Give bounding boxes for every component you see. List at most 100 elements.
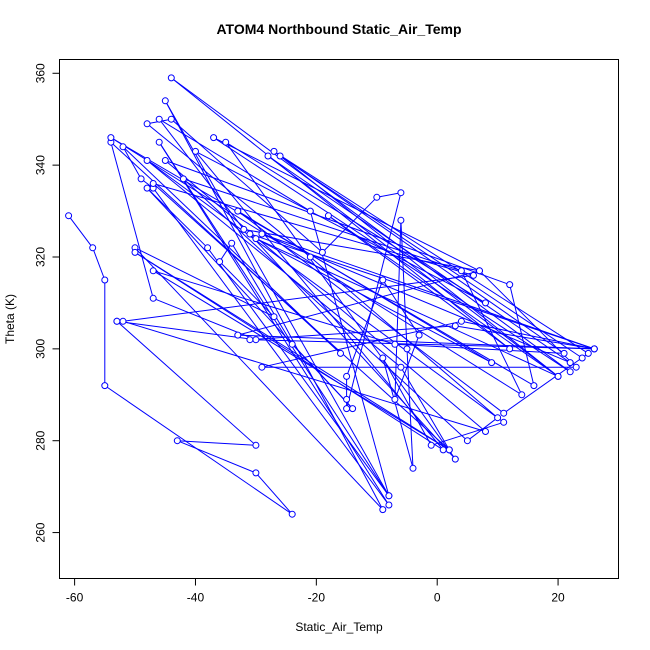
- data-point: [306, 207, 314, 215]
- data-point: [427, 441, 435, 449]
- series-segment: [164, 100, 384, 510]
- series-segment: [153, 183, 474, 276]
- data-point: [306, 253, 314, 261]
- series-segment: [134, 247, 275, 318]
- data-point: [409, 464, 417, 472]
- series-segment: [134, 251, 450, 451]
- series-segment: [170, 118, 323, 253]
- data-point: [439, 446, 447, 454]
- data-point: [149, 294, 157, 302]
- series-segment: [122, 320, 486, 432]
- data-point: [173, 437, 181, 445]
- data-point: [566, 359, 574, 367]
- series-segment: [110, 137, 535, 387]
- data-point: [488, 359, 496, 367]
- series-segment: [146, 187, 353, 409]
- series-segment: [146, 160, 504, 423]
- series-segment: [376, 192, 401, 198]
- data-point: [204, 244, 212, 252]
- data-point: [494, 414, 502, 422]
- data-point: [210, 134, 218, 142]
- data-point: [343, 405, 351, 413]
- data-point: [143, 184, 151, 192]
- data-point: [119, 143, 127, 151]
- data-point: [457, 317, 465, 325]
- data-point: [415, 331, 423, 339]
- series-segment: [328, 215, 559, 377]
- data-point: [349, 405, 357, 413]
- data-point: [155, 115, 163, 123]
- data-point: [463, 437, 471, 445]
- series-segment: [249, 325, 456, 341]
- y-tick-label: 300: [34, 339, 48, 359]
- data-point: [131, 248, 139, 256]
- data-point: [276, 152, 284, 160]
- series-segment: [267, 155, 571, 364]
- y-tick-label: 260: [34, 522, 48, 542]
- series-segment: [183, 178, 462, 272]
- series-segment: [68, 215, 94, 249]
- data-point: [318, 248, 326, 256]
- data-point: [457, 267, 465, 275]
- series-segment: [152, 183, 450, 451]
- data-point: [149, 180, 157, 187]
- data-point: [143, 120, 151, 128]
- data-point: [391, 340, 399, 348]
- series-segment: [177, 440, 256, 446]
- y-tick-label: 340: [34, 155, 48, 175]
- series-segment: [171, 77, 571, 373]
- data-point: [65, 212, 73, 220]
- data-point: [343, 372, 351, 380]
- series-segment: [195, 150, 486, 304]
- series-segment: [134, 247, 384, 510]
- series-segment: [231, 242, 293, 345]
- x-tick-label: -20: [308, 591, 326, 605]
- series-segment: [164, 100, 390, 497]
- series-segment: [461, 320, 595, 350]
- data-point: [252, 336, 260, 344]
- x-tick-label: -40: [187, 591, 205, 605]
- data-point: [161, 97, 169, 105]
- series-segment: [279, 155, 583, 359]
- data-point: [518, 391, 526, 399]
- data-point: [167, 74, 175, 82]
- x-axis-label: Static_Air_Temp: [295, 620, 383, 634]
- data-point: [572, 363, 580, 371]
- y-tick-label: 280: [34, 430, 48, 450]
- series-segment: [509, 284, 535, 386]
- data-point: [451, 322, 459, 330]
- data-point: [379, 506, 387, 514]
- data-point: [584, 349, 592, 357]
- data-point: [161, 157, 169, 164]
- data-point: [288, 510, 296, 518]
- series-segment: [346, 192, 402, 409]
- series-segment: [213, 137, 480, 272]
- data-point: [246, 230, 254, 238]
- series-segment: [219, 261, 275, 318]
- data-point: [192, 147, 199, 155]
- series-segment: [322, 196, 378, 253]
- data-point: [482, 428, 489, 435]
- data-point: [476, 267, 483, 275]
- data-point: [385, 501, 393, 509]
- series-segment: [122, 274, 474, 322]
- series-segment: [183, 178, 468, 442]
- y-axis-label: Theta (K): [3, 294, 17, 344]
- data-point: [179, 175, 187, 183]
- series-segment: [116, 320, 256, 341]
- data-point: [222, 138, 230, 146]
- data-point: [506, 345, 514, 353]
- data-point: [258, 363, 266, 371]
- data-point: [288, 340, 296, 348]
- data-point: [252, 441, 260, 449]
- data-point: [397, 363, 405, 371]
- data-point: [379, 276, 387, 284]
- data-point: [252, 469, 260, 477]
- data-point: [270, 147, 278, 155]
- data-point: [240, 225, 248, 233]
- series-segment: [146, 187, 208, 249]
- data-point: [234, 331, 242, 339]
- data-point: [560, 349, 568, 357]
- data-point: [216, 258, 224, 266]
- series-segment: [431, 421, 504, 446]
